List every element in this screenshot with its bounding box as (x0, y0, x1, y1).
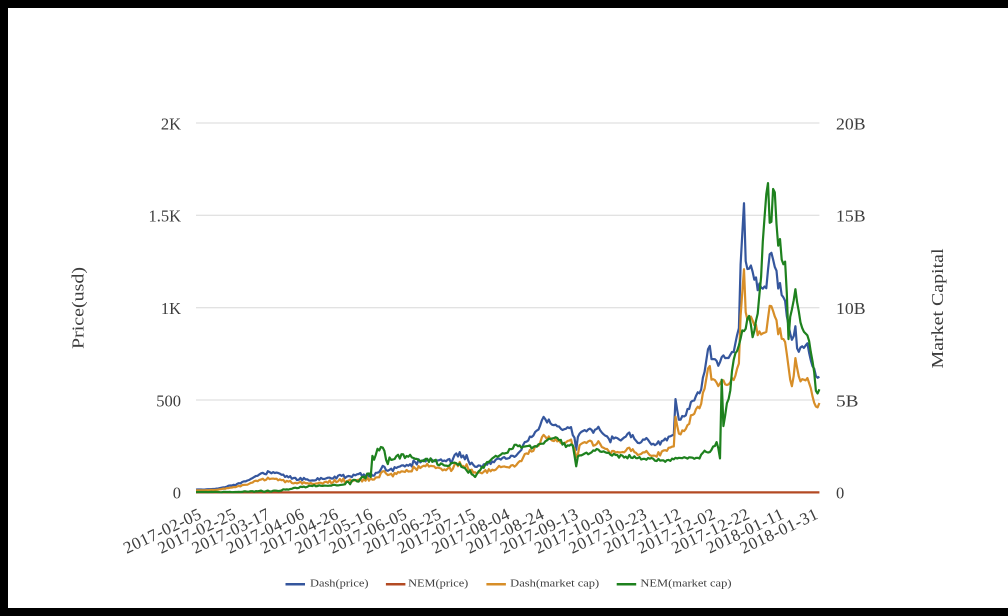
svg-text:1K: 1K (161, 299, 181, 318)
svg-text:0: 0 (173, 484, 181, 503)
svg-text:5B: 5B (836, 391, 859, 410)
svg-text:Dash(market cap): Dash(market cap) (510, 578, 599, 590)
svg-text:0: 0 (836, 484, 844, 503)
svg-text:500: 500 (156, 391, 181, 410)
svg-text:NEM(market cap): NEM(market cap) (640, 578, 731, 590)
svg-text:Dash(price): Dash(price) (310, 578, 369, 590)
svg-text:Market Capital: Market Capital (928, 248, 947, 368)
svg-text:10B: 10B (836, 299, 866, 318)
svg-text:20B: 20B (836, 114, 866, 133)
svg-text:NEM(price): NEM(price) (408, 578, 469, 590)
svg-text:15B: 15B (836, 207, 866, 226)
svg-text:2K: 2K (161, 114, 181, 133)
svg-text:1.5K: 1.5K (148, 207, 181, 226)
svg-text:Price(usd): Price(usd) (69, 267, 88, 349)
